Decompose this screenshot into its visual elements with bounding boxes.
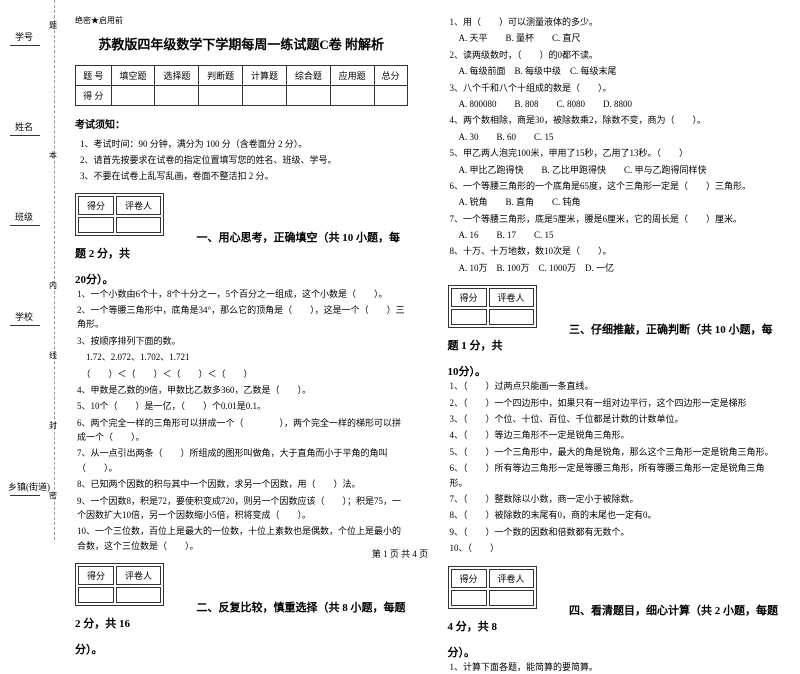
score-box-1: 得分评卷人 [75,193,164,236]
sidebar-label-1: 姓名 [15,120,33,133]
score-box-3: 得分评卷人 [448,285,537,328]
score-box-4: 得分评卷人 [448,566,537,609]
page-footer: 第 1 页 共 4 页 [0,547,800,560]
section-1-title: 一、用心思考，正确填空（共 10 小题，每题 2 分，共 [75,232,400,260]
notice-list: 1、考试时间：90 分钟，满分为 100 分（含卷面分 2 分）。 2、请首先按… [80,136,408,185]
section-3-tail: 10分）。 [448,363,781,379]
section-2-title: 二、反复比较，慎重选择（共 8 小题，每题 2 分，共 16 [75,602,406,630]
secret-label: 绝密★启用前 [75,15,408,26]
score-box-2: 得分评卷人 [75,563,164,606]
section-1-questions: 1、一个小数由6个十，8个十分之一，5个百分之一组成，这个小数是（ ）。 2、一… [77,287,408,554]
column-left: 绝密★启用前 苏教版四年级数学下学期每周一练试题C卷 附解析 题 号 填空题 选… [55,0,428,540]
section-1-tail: 20分）。 [75,271,408,287]
notice-title: 考试须知： [75,116,408,131]
sidebar-label-0: 学号 [15,30,33,43]
section-3-title: 三、仔细推敲，正确判断（共 10 小题，每题 1 分，共 [448,324,773,352]
binding-sidebar: 学号 姓名 班级 学校 乡镇(街道) 题 本 内 线 封 密 [0,0,55,540]
sidebar-label-3: 学校 [15,310,33,323]
sidebar-label-2: 班级 [15,210,33,223]
exam-title: 苏教版四年级数学下学期每周一练试题C卷 附解析 [75,34,408,53]
sidebar-label-4: 乡镇(街道) [8,480,50,493]
section-3-questions: 1、（ ）过两点只能画一条直线。 2、（ ）一个四边形中，如果只有一组对边平行，… [450,379,781,555]
section-4-title: 四、看清题目，细心计算（共 2 小题，每题 4 分，共 8 [448,605,779,633]
column-right: 1、用（ ）可以测量液体的多少。 A. 天平 B. 量杯 C. 直尺 2、读两级… [428,0,800,540]
score-table: 题 号 填空题 选择题 判断题 计算题 综合题 应用题 总分 得 分 [75,65,408,106]
section-4-questions: 1、计算下面各题，能简算的要简算。 [450,660,781,674]
section-2-tail: 分）。 [75,641,408,657]
section-4-tail: 分）。 [448,644,781,660]
section-2-questions: 1、用（ ）可以测量液体的多少。 A. 天平 B. 量杯 C. 直尺 2、读两级… [450,15,781,275]
